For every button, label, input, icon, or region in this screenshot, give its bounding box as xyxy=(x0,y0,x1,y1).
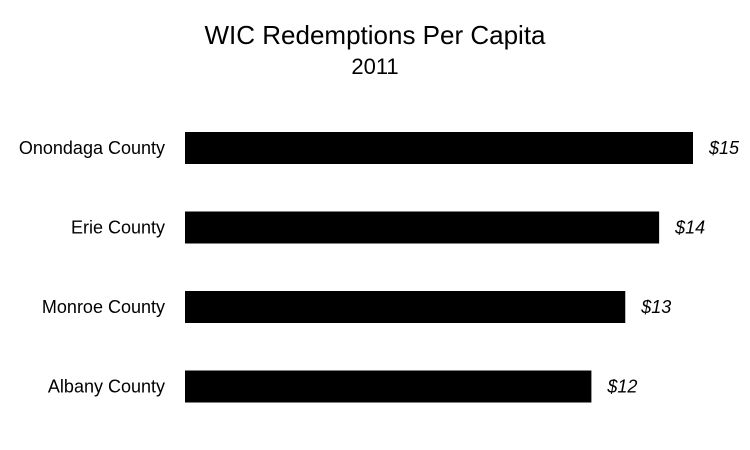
chart-subtitle: 2011 xyxy=(351,54,399,79)
category-label: Onondaga County xyxy=(19,138,165,158)
bar-onondaga-county xyxy=(185,132,693,164)
category-label: Monroe County xyxy=(42,297,165,317)
chart-title: WIC Redemptions Per Capita xyxy=(204,20,546,50)
bars-layer: Onondaga County $15 Erie County $14 Monroe C… xyxy=(19,132,740,403)
value-label: $12 xyxy=(606,377,637,397)
bar-albany-county xyxy=(185,370,592,403)
bar-monroe-county xyxy=(185,291,626,323)
bar-erie-county xyxy=(185,211,660,244)
value-label: $15 xyxy=(708,138,740,158)
category-label: Albany County xyxy=(48,377,165,397)
value-label: $14 xyxy=(674,218,705,238)
value-label: $13 xyxy=(640,297,671,317)
category-label: Erie County xyxy=(71,218,165,238)
